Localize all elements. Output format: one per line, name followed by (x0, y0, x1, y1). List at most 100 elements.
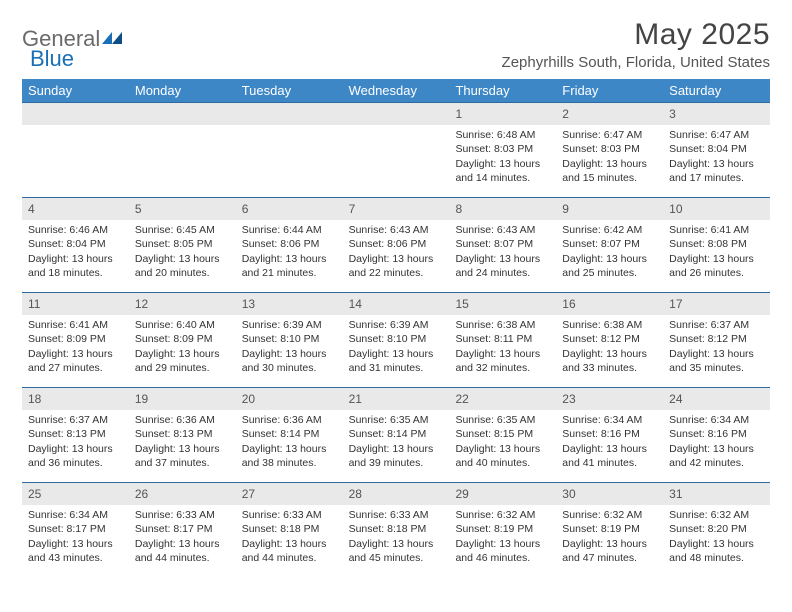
sunrise-text: Sunrise: 6:35 AM (455, 413, 550, 427)
daylight-text: Daylight: 13 hours and 46 minutes. (455, 537, 550, 565)
daylight-text: Daylight: 13 hours and 30 minutes. (242, 347, 337, 375)
daylight-text: Daylight: 13 hours and 43 minutes. (28, 537, 123, 565)
day-cell (343, 103, 450, 197)
day-body: Sunrise: 6:36 AMSunset: 8:14 PMDaylight:… (236, 410, 343, 476)
day-body: Sunrise: 6:41 AMSunset: 8:08 PMDaylight:… (663, 220, 770, 286)
sunrise-text: Sunrise: 6:43 AM (455, 223, 550, 237)
daylight-text: Daylight: 13 hours and 14 minutes. (455, 157, 550, 185)
day-number: 3 (663, 103, 770, 125)
day-body: Sunrise: 6:47 AMSunset: 8:04 PMDaylight:… (663, 125, 770, 191)
sunrise-text: Sunrise: 6:37 AM (28, 413, 123, 427)
sunset-text: Sunset: 8:17 PM (28, 522, 123, 536)
sunset-text: Sunset: 8:12 PM (669, 332, 764, 346)
day-body: Sunrise: 6:41 AMSunset: 8:09 PMDaylight:… (22, 315, 129, 381)
sunset-text: Sunset: 8:05 PM (135, 237, 230, 251)
month-title: May 2025 (502, 18, 770, 52)
sunset-text: Sunset: 8:16 PM (562, 427, 657, 441)
daylight-text: Daylight: 13 hours and 20 minutes. (135, 252, 230, 280)
daylight-text: Daylight: 13 hours and 47 minutes. (562, 537, 657, 565)
day-number (343, 103, 450, 125)
daylight-text: Daylight: 13 hours and 22 minutes. (349, 252, 444, 280)
daylight-text: Daylight: 13 hours and 32 minutes. (455, 347, 550, 375)
logo-mark-icon (102, 26, 124, 52)
daylight-text: Daylight: 13 hours and 31 minutes. (349, 347, 444, 375)
day-cell: 5Sunrise: 6:45 AMSunset: 8:05 PMDaylight… (129, 198, 236, 292)
week-row: 25Sunrise: 6:34 AMSunset: 8:17 PMDayligh… (22, 482, 770, 577)
dow-wednesday: Wednesday (343, 79, 450, 102)
day-body: Sunrise: 6:45 AMSunset: 8:05 PMDaylight:… (129, 220, 236, 286)
dow-tuesday: Tuesday (236, 79, 343, 102)
sunset-text: Sunset: 8:04 PM (669, 142, 764, 156)
day-number: 26 (129, 483, 236, 505)
sunrise-text: Sunrise: 6:35 AM (349, 413, 444, 427)
day-cell: 25Sunrise: 6:34 AMSunset: 8:17 PMDayligh… (22, 483, 129, 577)
sunrise-text: Sunrise: 6:47 AM (562, 128, 657, 142)
daylight-text: Daylight: 13 hours and 40 minutes. (455, 442, 550, 470)
sunset-text: Sunset: 8:17 PM (135, 522, 230, 536)
day-cell: 7Sunrise: 6:43 AMSunset: 8:06 PMDaylight… (343, 198, 450, 292)
sunset-text: Sunset: 8:11 PM (455, 332, 550, 346)
sunrise-text: Sunrise: 6:36 AM (135, 413, 230, 427)
day-body: Sunrise: 6:39 AMSunset: 8:10 PMDaylight:… (343, 315, 450, 381)
sunrise-text: Sunrise: 6:32 AM (669, 508, 764, 522)
sunrise-text: Sunrise: 6:38 AM (455, 318, 550, 332)
week-row: 4Sunrise: 6:46 AMSunset: 8:04 PMDaylight… (22, 197, 770, 292)
day-cell: 23Sunrise: 6:34 AMSunset: 8:16 PMDayligh… (556, 388, 663, 482)
week-row: 1Sunrise: 6:48 AMSunset: 8:03 PMDaylight… (22, 102, 770, 197)
sunset-text: Sunset: 8:03 PM (455, 142, 550, 156)
day-body: Sunrise: 6:33 AMSunset: 8:18 PMDaylight:… (236, 505, 343, 571)
sunset-text: Sunset: 8:19 PM (562, 522, 657, 536)
day-cell: 1Sunrise: 6:48 AMSunset: 8:03 PMDaylight… (449, 103, 556, 197)
sunset-text: Sunset: 8:08 PM (669, 237, 764, 251)
day-number: 25 (22, 483, 129, 505)
day-body: Sunrise: 6:39 AMSunset: 8:10 PMDaylight:… (236, 315, 343, 381)
day-body: Sunrise: 6:46 AMSunset: 8:04 PMDaylight:… (22, 220, 129, 286)
day-number: 8 (449, 198, 556, 220)
day-body: Sunrise: 6:32 AMSunset: 8:19 PMDaylight:… (556, 505, 663, 571)
title-block: May 2025 Zephyrhills South, Florida, Uni… (502, 18, 770, 71)
day-body: Sunrise: 6:33 AMSunset: 8:17 PMDaylight:… (129, 505, 236, 571)
day-number: 5 (129, 198, 236, 220)
daylight-text: Daylight: 13 hours and 39 minutes. (349, 442, 444, 470)
day-cell: 19Sunrise: 6:36 AMSunset: 8:13 PMDayligh… (129, 388, 236, 482)
day-number: 7 (343, 198, 450, 220)
sunset-text: Sunset: 8:09 PM (28, 332, 123, 346)
day-cell: 29Sunrise: 6:32 AMSunset: 8:19 PMDayligh… (449, 483, 556, 577)
logo-text-blue: Blue (30, 46, 74, 72)
sunrise-text: Sunrise: 6:44 AM (242, 223, 337, 237)
day-cell: 6Sunrise: 6:44 AMSunset: 8:06 PMDaylight… (236, 198, 343, 292)
daylight-text: Daylight: 13 hours and 35 minutes. (669, 347, 764, 375)
day-body: Sunrise: 6:32 AMSunset: 8:19 PMDaylight:… (449, 505, 556, 571)
day-number: 21 (343, 388, 450, 410)
daylight-text: Daylight: 13 hours and 38 minutes. (242, 442, 337, 470)
sunset-text: Sunset: 8:07 PM (562, 237, 657, 251)
daylight-text: Daylight: 13 hours and 18 minutes. (28, 252, 123, 280)
day-number: 24 (663, 388, 770, 410)
calendar: Sunday Monday Tuesday Wednesday Thursday… (22, 79, 770, 577)
day-cell: 18Sunrise: 6:37 AMSunset: 8:13 PMDayligh… (22, 388, 129, 482)
dow-saturday: Saturday (663, 79, 770, 102)
day-cell: 27Sunrise: 6:33 AMSunset: 8:18 PMDayligh… (236, 483, 343, 577)
day-number: 2 (556, 103, 663, 125)
week-row: 18Sunrise: 6:37 AMSunset: 8:13 PMDayligh… (22, 387, 770, 482)
sunrise-text: Sunrise: 6:37 AM (669, 318, 764, 332)
day-body: Sunrise: 6:43 AMSunset: 8:06 PMDaylight:… (343, 220, 450, 286)
day-number (22, 103, 129, 125)
sunrise-text: Sunrise: 6:33 AM (135, 508, 230, 522)
dow-thursday: Thursday (449, 79, 556, 102)
day-number: 31 (663, 483, 770, 505)
day-number: 18 (22, 388, 129, 410)
day-body: Sunrise: 6:37 AMSunset: 8:12 PMDaylight:… (663, 315, 770, 381)
sunrise-text: Sunrise: 6:39 AM (242, 318, 337, 332)
day-cell: 10Sunrise: 6:41 AMSunset: 8:08 PMDayligh… (663, 198, 770, 292)
day-body: Sunrise: 6:35 AMSunset: 8:14 PMDaylight:… (343, 410, 450, 476)
sunset-text: Sunset: 8:14 PM (349, 427, 444, 441)
day-number: 14 (343, 293, 450, 315)
sunrise-text: Sunrise: 6:32 AM (455, 508, 550, 522)
day-body: Sunrise: 6:48 AMSunset: 8:03 PMDaylight:… (449, 125, 556, 191)
daylight-text: Daylight: 13 hours and 27 minutes. (28, 347, 123, 375)
day-body: Sunrise: 6:38 AMSunset: 8:12 PMDaylight:… (556, 315, 663, 381)
sunset-text: Sunset: 8:10 PM (349, 332, 444, 346)
sunset-text: Sunset: 8:15 PM (455, 427, 550, 441)
day-body: Sunrise: 6:43 AMSunset: 8:07 PMDaylight:… (449, 220, 556, 286)
